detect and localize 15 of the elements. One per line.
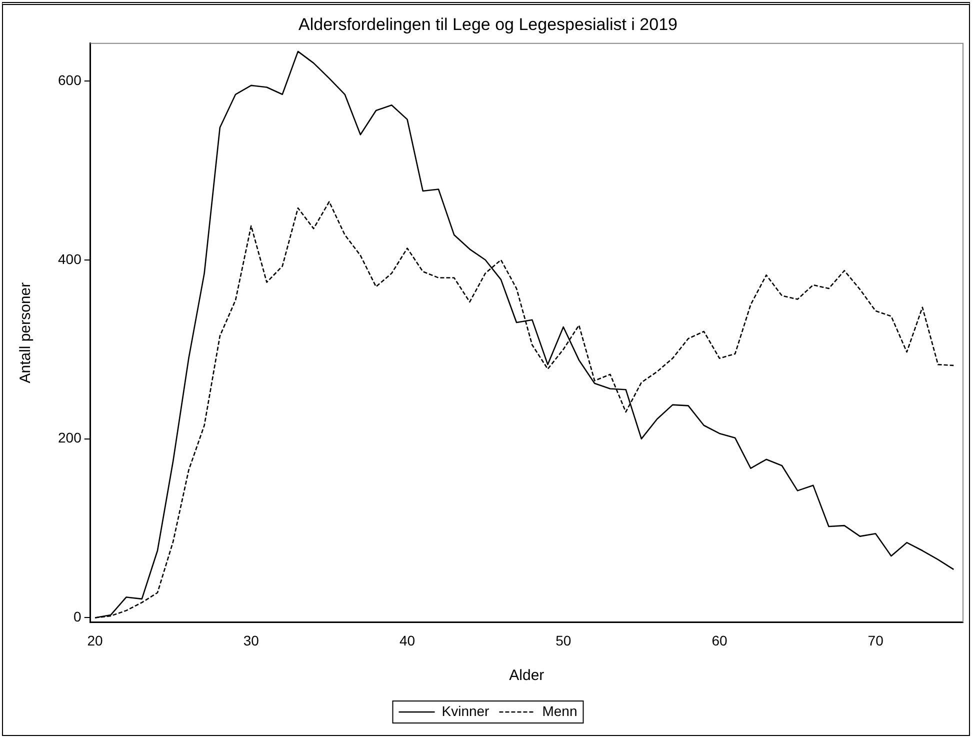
y-tick-label: 600	[58, 72, 82, 88]
x-tick-label: 50	[556, 632, 572, 648]
x-axis-title: Alder	[509, 667, 544, 684]
x-tick-label: 20	[87, 632, 104, 648]
y-tick-label: 200	[58, 430, 82, 446]
y-tick-label: 400	[58, 250, 82, 267]
chart-title: Aldersfordelingen til Lege og Legespesialist i 2019	[298, 14, 678, 34]
legend-label: Kvinner	[442, 702, 490, 719]
x-tick-label: 40	[399, 632, 416, 648]
y-axis-title: Antall personer	[17, 282, 34, 384]
x-tick-label: 30	[243, 632, 260, 648]
x-tick-label: 70	[868, 632, 884, 648]
x-tick-label: 60	[712, 632, 728, 648]
y-tick-label: 0	[74, 608, 82, 625]
legend-label: Menn	[542, 702, 578, 719]
